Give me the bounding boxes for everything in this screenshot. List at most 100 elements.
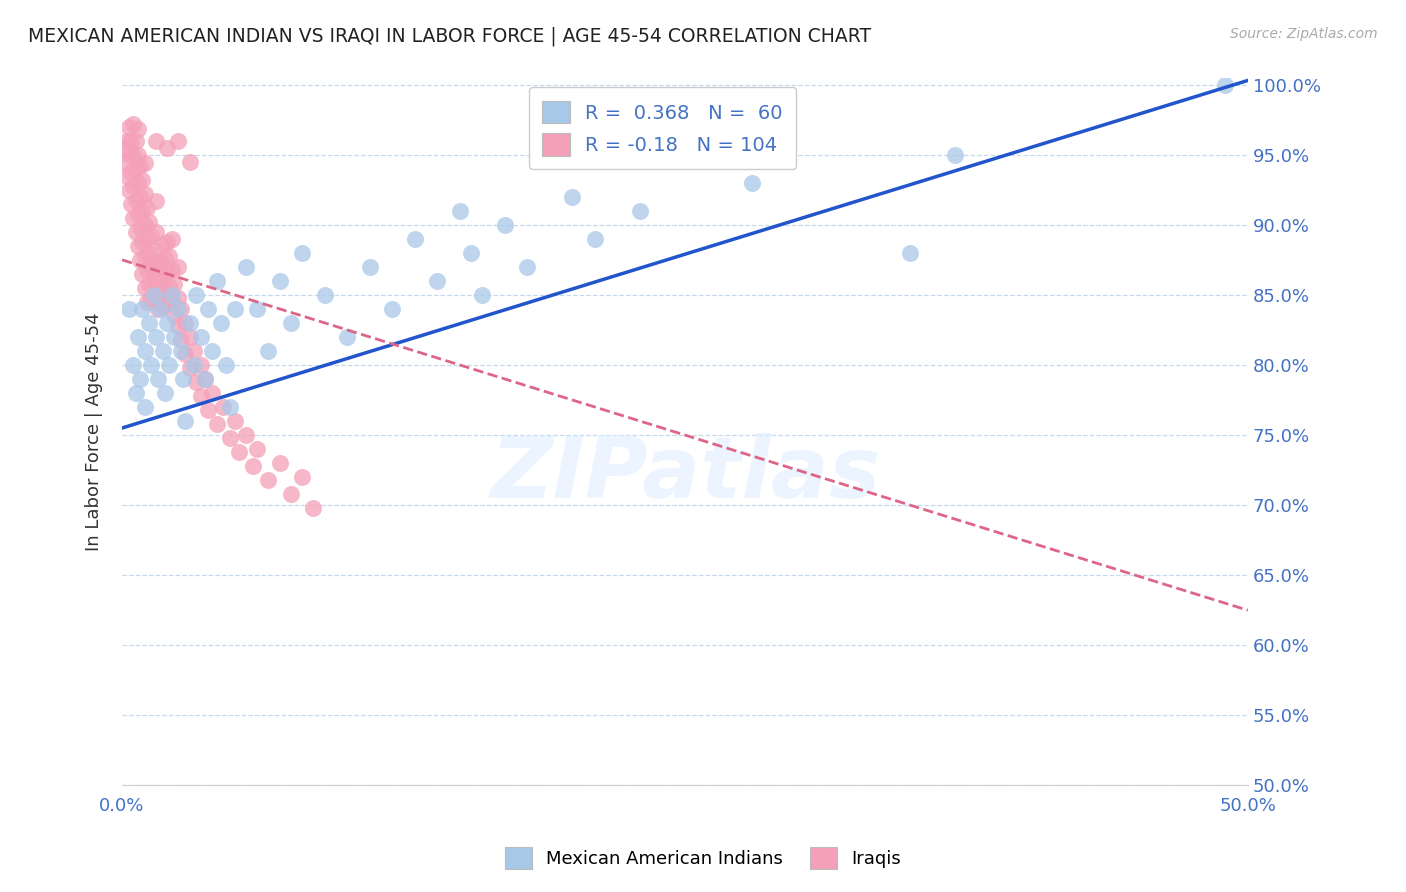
- Point: [201, 386, 224, 401]
- Legend: Mexican American Indians, Iraqis: Mexican American Indians, Iraqis: [495, 838, 911, 879]
- Point: [224, 414, 246, 428]
- Point: [359, 260, 381, 274]
- Point: [145, 194, 167, 208]
- Point: [127, 206, 149, 220]
- Point: [246, 442, 269, 456]
- Point: [145, 330, 167, 344]
- Point: [381, 301, 404, 316]
- Point: [157, 358, 180, 372]
- Point: [129, 252, 152, 267]
- Point: [160, 262, 183, 277]
- Point: [404, 232, 426, 246]
- Point: [471, 288, 494, 302]
- Point: [291, 470, 314, 484]
- Point: [145, 257, 167, 271]
- Point: [134, 281, 156, 295]
- Point: [214, 358, 236, 372]
- Point: [228, 445, 250, 459]
- Point: [163, 330, 186, 344]
- Point: [741, 176, 763, 190]
- Point: [561, 190, 583, 204]
- Point: [138, 316, 160, 330]
- Point: [167, 301, 190, 316]
- Point: [124, 134, 146, 148]
- Point: [142, 243, 165, 257]
- Point: [156, 296, 179, 310]
- Point: [141, 229, 163, 244]
- Point: [120, 196, 142, 211]
- Point: [122, 147, 145, 161]
- Point: [146, 301, 169, 316]
- Point: [152, 268, 174, 283]
- Point: [146, 372, 169, 386]
- Point: [134, 186, 156, 201]
- Point: [152, 343, 174, 358]
- Text: Source: ZipAtlas.com: Source: ZipAtlas.com: [1230, 27, 1378, 41]
- Legend: R =  0.368   N =  60, R = -0.18   N = 104: R = 0.368 N = 60, R = -0.18 N = 104: [529, 87, 796, 169]
- Point: [246, 301, 269, 316]
- Point: [291, 245, 314, 260]
- Point: [449, 203, 471, 218]
- Point: [194, 372, 217, 386]
- Point: [179, 360, 201, 375]
- Point: [157, 279, 180, 293]
- Point: [149, 254, 172, 268]
- Point: [314, 288, 336, 302]
- Point: [135, 201, 157, 215]
- Point: [127, 330, 149, 344]
- Point: [115, 134, 138, 148]
- Point: [194, 372, 217, 386]
- Point: [120, 134, 142, 148]
- Point: [174, 316, 197, 330]
- Point: [179, 316, 201, 330]
- Point: [186, 288, 208, 302]
- Point: [197, 402, 219, 417]
- Point: [943, 147, 966, 161]
- Point: [183, 343, 205, 358]
- Point: [134, 156, 156, 170]
- Point: [135, 232, 157, 246]
- Point: [494, 218, 516, 232]
- Point: [153, 386, 176, 401]
- Point: [131, 173, 153, 187]
- Point: [118, 301, 141, 316]
- Point: [131, 267, 153, 281]
- Point: [179, 154, 201, 169]
- Point: [127, 122, 149, 136]
- Point: [145, 134, 167, 148]
- Point: [134, 400, 156, 414]
- Point: [257, 343, 280, 358]
- Point: [212, 400, 235, 414]
- Point: [138, 215, 160, 229]
- Point: [280, 316, 302, 330]
- Point: [134, 249, 156, 263]
- Point: [169, 333, 191, 347]
- Point: [118, 183, 141, 197]
- Point: [145, 288, 167, 302]
- Point: [219, 400, 242, 414]
- Point: [134, 343, 156, 358]
- Point: [135, 262, 157, 277]
- Point: [134, 218, 156, 232]
- Point: [157, 249, 180, 263]
- Point: [127, 239, 149, 253]
- Point: [122, 211, 145, 225]
- Point: [167, 134, 190, 148]
- Text: ZIPatlas: ZIPatlas: [489, 433, 880, 516]
- Point: [190, 358, 212, 372]
- Point: [898, 245, 921, 260]
- Point: [138, 277, 160, 291]
- Point: [179, 330, 201, 344]
- Point: [145, 225, 167, 239]
- Point: [628, 203, 651, 218]
- Point: [142, 288, 165, 302]
- Point: [201, 343, 224, 358]
- Text: MEXICAN AMERICAN INDIAN VS IRAQI IN LABOR FORCE | AGE 45-54 CORRELATION CHART: MEXICAN AMERICAN INDIAN VS IRAQI IN LABO…: [28, 27, 872, 46]
- Point: [153, 252, 176, 266]
- Point: [156, 141, 179, 155]
- Point: [160, 232, 183, 246]
- Point: [205, 274, 228, 288]
- Point: [129, 372, 152, 386]
- Point: [142, 274, 165, 288]
- Point: [205, 417, 228, 431]
